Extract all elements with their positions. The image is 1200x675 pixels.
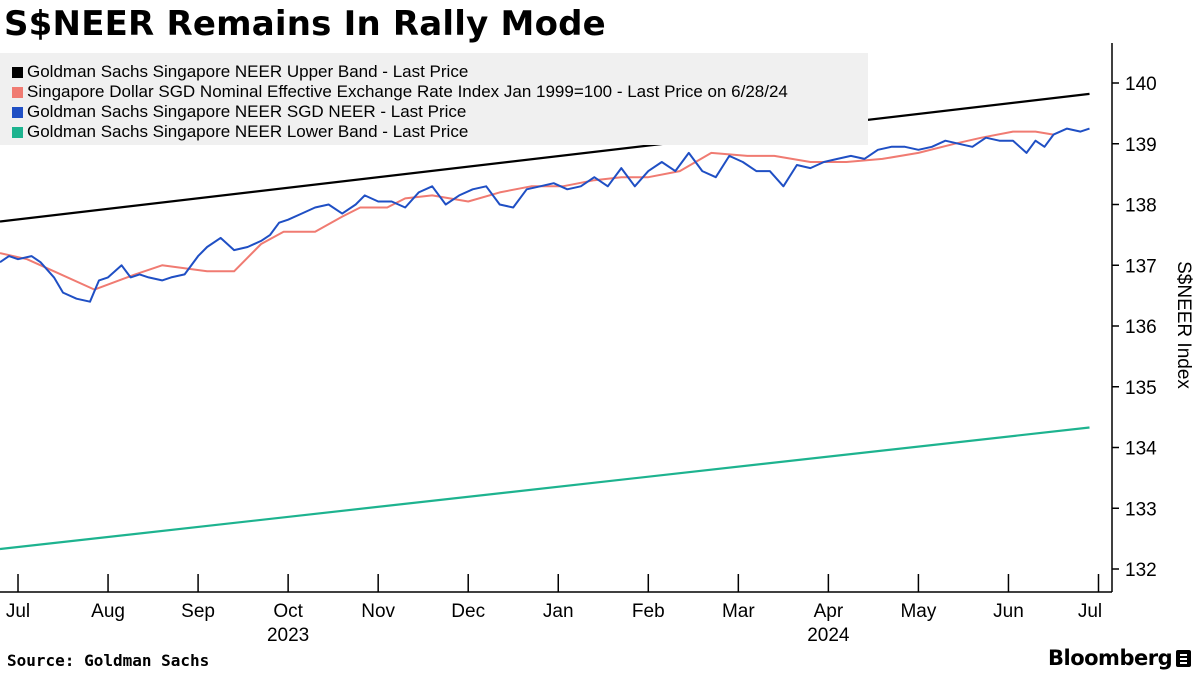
x-tick-label: Nov bbox=[361, 601, 395, 622]
x-tick-label: Feb bbox=[632, 601, 665, 622]
x-tick-label: Jul bbox=[1078, 601, 1102, 622]
legend-label-upper-band: Goldman Sachs Singapore NEER Upper Band … bbox=[27, 62, 469, 81]
x-tick-label: Mar bbox=[722, 601, 755, 622]
y-ticks: 132 133 134 135 136 137 138 139 140 bbox=[1112, 74, 1157, 581]
y-tick-label: 137 bbox=[1125, 256, 1157, 277]
legend-label-gs-sgd-neer: Goldman Sachs Singapore NEER SGD NEER - … bbox=[27, 102, 467, 121]
legend-item-upper-band: Goldman Sachs Singapore NEER Upper Band … bbox=[12, 62, 468, 82]
x-year-label: 2023 bbox=[267, 625, 309, 646]
x-tick-label: Oct bbox=[273, 601, 303, 622]
series-line-gs-sgd-neer bbox=[0, 127, 1090, 303]
y-tick-label: 133 bbox=[1125, 499, 1157, 520]
legend-item-lower-band: Goldman Sachs Singapore NEER Lower Band … bbox=[12, 122, 468, 142]
series-line-sgd-neer-index bbox=[0, 130, 1054, 291]
x-tick-label: Jun bbox=[993, 601, 1024, 622]
y-tick-label: 135 bbox=[1125, 378, 1157, 399]
y-tick-label: 140 bbox=[1125, 74, 1157, 95]
x-tick-label: Jul bbox=[6, 601, 30, 622]
x-tick-label: Sep bbox=[181, 601, 215, 622]
y-tick-label: 136 bbox=[1125, 317, 1157, 338]
legend-swatch-upper-band bbox=[12, 66, 23, 78]
bloomberg-logo: Bloomberg bbox=[1048, 646, 1173, 670]
x-tick-label: May bbox=[900, 601, 936, 622]
x-tick-label: Jan bbox=[543, 601, 574, 622]
x-ticks: Jul Aug Sep Oct Nov Dec Jan Feb Mar Apr May Jun Jul 2… bbox=[6, 574, 1102, 646]
series-layer bbox=[0, 92, 1090, 551]
x-year-label: 2024 bbox=[807, 625, 850, 646]
legend: Goldman Sachs Singapore NEER Upper Band … bbox=[0, 53, 868, 145]
y-tick-label: 134 bbox=[1125, 439, 1157, 460]
x-tick-label: Dec bbox=[451, 601, 485, 622]
y-tick-label: 132 bbox=[1125, 560, 1157, 581]
legend-swatch-sgd-neer-index bbox=[12, 86, 23, 98]
bloomberg-terminal-icon bbox=[1176, 650, 1191, 667]
y-tick-label: 138 bbox=[1125, 196, 1157, 217]
y-axis-label: S$NEER Index bbox=[1173, 261, 1194, 389]
series-line-upper-band bbox=[0, 92, 1090, 223]
x-tick-label: Aug bbox=[91, 601, 125, 622]
x-tick-label: Apr bbox=[814, 601, 844, 622]
chart-title: S$NEER Remains In Rally Mode bbox=[4, 4, 606, 44]
legend-item-sgd-neer-index: Singapore Dollar SGD Nominal Effective E… bbox=[12, 82, 788, 102]
legend-swatch-gs-sgd-neer bbox=[12, 106, 23, 118]
legend-item-gs-sgd-neer: Goldman Sachs Singapore NEER SGD NEER - … bbox=[12, 102, 466, 122]
y-tick-label: 139 bbox=[1125, 135, 1157, 156]
legend-label-lower-band: Goldman Sachs Singapore NEER Lower Band … bbox=[27, 122, 469, 141]
source-note: Source: Goldman Sachs bbox=[7, 651, 210, 670]
legend-swatch-lower-band bbox=[12, 126, 23, 138]
series-line-lower-band bbox=[0, 426, 1090, 551]
legend-label-sgd-neer-index: Singapore Dollar SGD Nominal Effective E… bbox=[27, 82, 788, 101]
